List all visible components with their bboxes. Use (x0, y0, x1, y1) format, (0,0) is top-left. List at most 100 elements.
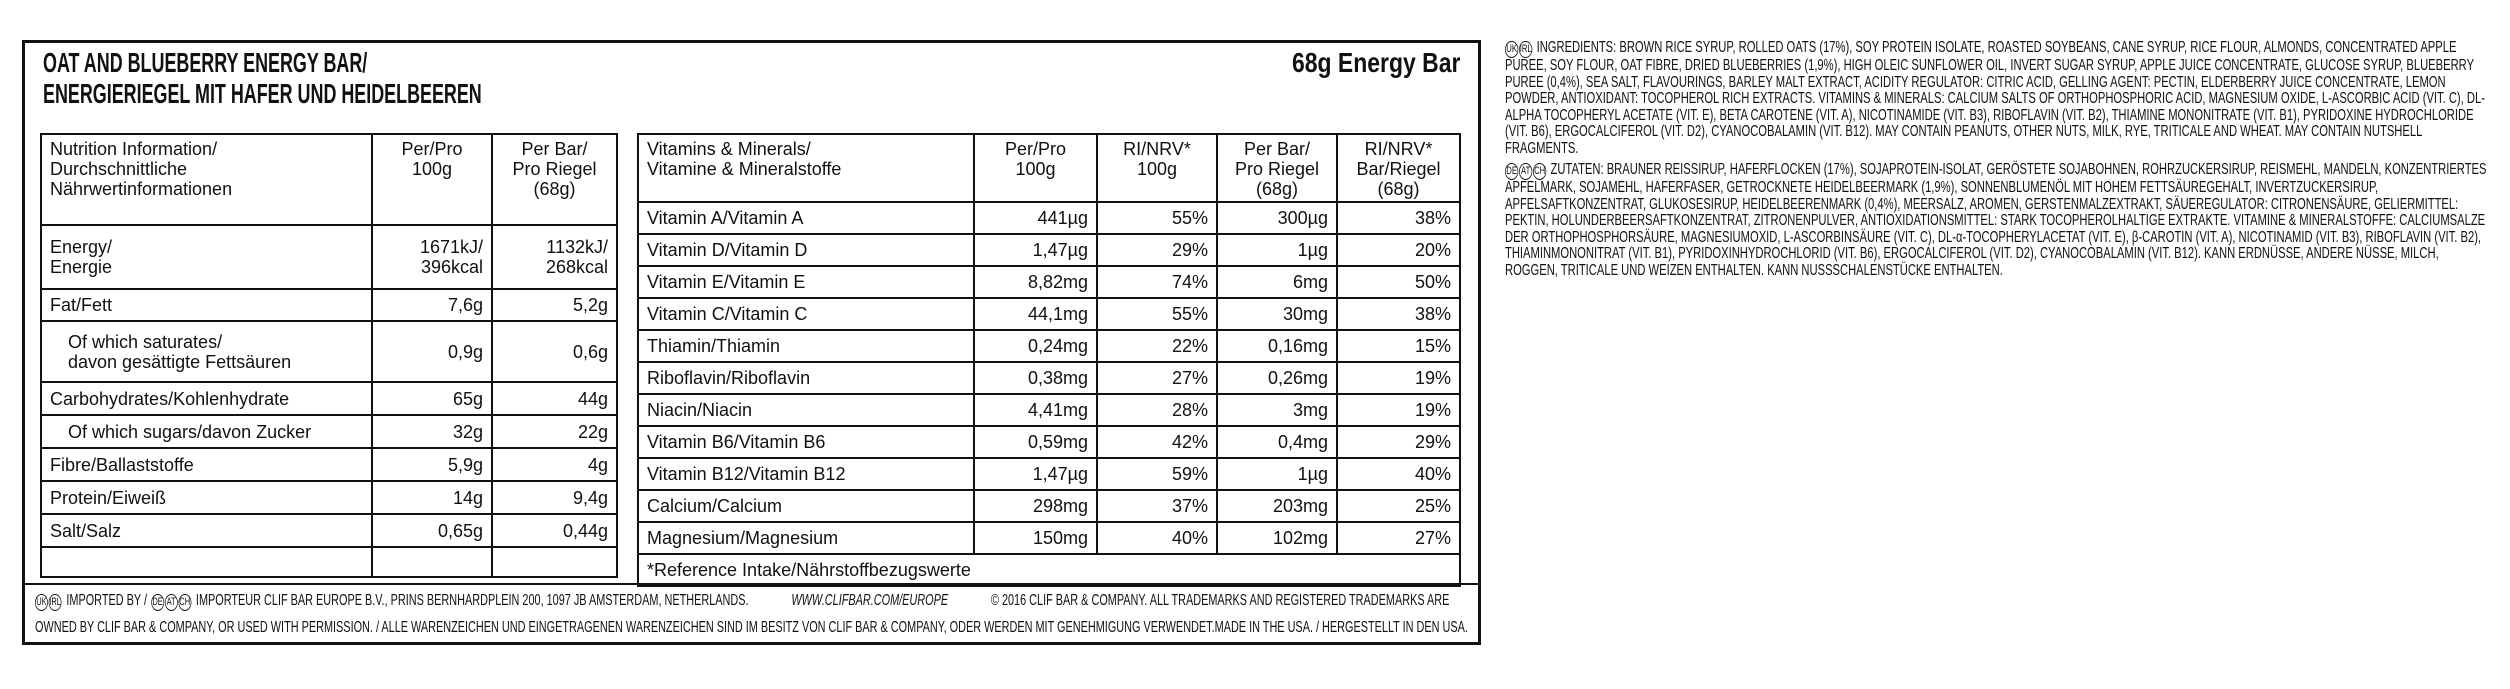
value-cell: 28% (1096, 393, 1218, 427)
header-cell: Vitamins & Minerals/ Vitamine & Minerals… (637, 133, 975, 203)
weight: 68g Energy Bar (1291, 47, 1460, 78)
value-cell: 14g (371, 480, 493, 515)
value-cell: 0,26mg (1216, 361, 1338, 395)
label-cell: Thiamin/Thiamin (637, 329, 975, 363)
value-cell: 40% (1336, 457, 1461, 491)
value-cell: 22g (491, 414, 618, 449)
label-cell: Carbohydrates/Kohlenhydrate (40, 381, 373, 416)
row: Vitamin B6/Vitamin B6 0,59mg 42% 0,4mg 29% (637, 425, 1461, 459)
value-cell: 25% (1336, 489, 1461, 523)
row: Protein/Eiweiß 14g 9,4g (40, 480, 618, 515)
country-badge: AT (164, 594, 178, 611)
value-cell: 5,2g (491, 288, 618, 322)
empty-row (40, 546, 618, 578)
importer: IMPORTEUR CLIF BAR EUROPE B.V., PRINS BE… (195, 592, 749, 609)
header-cell: Per/Pro 100g (973, 133, 1098, 203)
row: Vitamin D/Vitamin D 1,47µg 29% 1µg 20% (637, 233, 1461, 267)
value-cell: 1µg (1216, 233, 1338, 267)
value-cell: 44g (491, 381, 618, 416)
value-cell: 1132kJ/ 268kcal (491, 224, 618, 290)
value-cell: 7,6g (371, 288, 493, 322)
row: Of which saturates/ davon gesättigte Fet… (40, 320, 618, 383)
label-cell: Vitamin A/Vitamin A (637, 201, 975, 235)
label-cell: Fat/Fett (40, 288, 373, 322)
value-cell: 59% (1096, 457, 1218, 491)
value-cell: 1,47µg (973, 233, 1098, 267)
ownership: OWNED BY CLIF BAR & COMPANY, OR USED WIT… (35, 619, 1215, 636)
value-cell: 30mg (1216, 297, 1338, 331)
value-cell: 27% (1336, 521, 1461, 555)
value-cell: 0,38mg (973, 361, 1098, 395)
row: Magnesium/Magnesium 150mg 40% 102mg 27% (637, 521, 1461, 555)
value-cell: 9,4g (491, 480, 618, 515)
row: Vitamin A/Vitamin A 441µg 55% 300µg 38% (637, 201, 1461, 235)
country-badge: IRL (48, 594, 62, 611)
value-cell: 6mg (1216, 265, 1338, 299)
title-line: OAT AND BLUEBERRY ENERGY BAR/ (43, 47, 368, 78)
table-body: Nutrition Information/ Durchschnittliche… (40, 133, 618, 578)
copyright: © 2016 CLIF BAR & COMPANY. ALL TRADEMARK… (990, 592, 1450, 609)
value-cell: 38% (1336, 297, 1461, 331)
value-cell: 20% (1336, 233, 1461, 267)
ingredient-paragraph: DE AT CH ZUTATEN: BRAUNER REISSIRUP, HAFERF… (1505, 161, 2491, 279)
ingredient-text: INGREDIENTS: BROWN RICE SYRUP, ROLLED OA… (1505, 39, 2485, 157)
country-badge: AT (1519, 163, 1533, 180)
value-cell: 0,6g (491, 320, 618, 383)
value-cell: 38% (1336, 201, 1461, 235)
origin: MADE IN THE USA. / HERGESTELLT IN DEN US… (1214, 619, 1468, 636)
ingredients: UK IRL INGREDIENTS: BROWN RICE SYRUP, ROLL… (1505, 39, 2491, 284)
country-badge: CH (1533, 163, 1547, 180)
value-cell: 3mg (1216, 393, 1338, 427)
row: Energy/ Energie 1671kJ/ 396kcal 1132kJ/ 26… (40, 224, 618, 290)
row: Salt/Salz 0,65g 0,44g (40, 513, 618, 548)
empty-cell (491, 546, 618, 578)
value-cell: 0,65g (371, 513, 493, 548)
value-cell: 102mg (1216, 521, 1338, 555)
label-cell: Of which sugars/davon Zucker (40, 414, 373, 449)
label-cell: Vitamin C/Vitamin C (637, 297, 975, 331)
value-cell: 15% (1336, 329, 1461, 363)
value-cell: 0,44g (491, 513, 618, 548)
value-cell: 4g (491, 447, 618, 482)
label-cell: Fibre/Ballaststoffe (40, 447, 373, 482)
value-cell: 42% (1096, 425, 1218, 459)
header-cell: Per Bar/ Pro Riegel (68g) (491, 133, 618, 226)
value-cell: 5,9g (371, 447, 493, 482)
value-cell: 32g (371, 414, 493, 449)
country-badge: DE (1505, 163, 1519, 180)
footnote: *Reference Intake/Nährstoffbezugswerte (637, 553, 1461, 587)
label-cell: Of which saturates/ davon gesättigte Fet… (40, 320, 373, 383)
row: Thiamin/Thiamin 0,24mg 22% 0,16mg 15% (637, 329, 1461, 363)
footer-line: UK IRL IMPORTED BY / DE AT CH IMPORTEUR CLIF B… (35, 591, 1449, 611)
label-cell: Salt/Salz (40, 513, 373, 548)
value-cell: 40% (1096, 521, 1218, 555)
value-cell: 0,24mg (973, 329, 1098, 363)
divider (25, 583, 1478, 585)
header-cell: Per Bar/ Pro Riegel (68g) (1216, 133, 1338, 203)
nutrition-panel: OAT AND BLUEBERRY ENERGY BAR/ ENERGIERIE… (22, 40, 1481, 645)
value-cell: 74% (1096, 265, 1218, 299)
header-cell: Per/Pro 100g (371, 133, 493, 226)
row: Carbohydrates/Kohlenhydrate 65g 44g (40, 381, 618, 416)
value-cell: 22% (1096, 329, 1218, 363)
value-cell: 29% (1096, 233, 1218, 267)
header-cell: RI/NRV* 100g (1096, 133, 1218, 203)
label-cell: Calcium/Calcium (637, 489, 975, 523)
header-row: Nutrition Information/ Durchschnittliche… (40, 133, 618, 226)
label-cell: Riboflavin/Riboflavin (637, 361, 975, 395)
value-cell: 29% (1336, 425, 1461, 459)
header-cell: RI/NRV* Bar/Riegel (68g) (1336, 133, 1461, 203)
vitamin-table: Vitamins & Minerals/ Vitamine & Minerals… (637, 133, 1461, 587)
country-badge: UK (1505, 41, 1519, 58)
value-cell: 8,82mg (973, 265, 1098, 299)
value-cell: 55% (1096, 201, 1218, 235)
importer-group: UK IRL IMPORTED BY / DE AT CH IMPORTEUR CLIF B… (35, 591, 749, 611)
row: Riboflavin/Riboflavin 0,38mg 27% 0,26mg 19% (637, 361, 1461, 395)
label-cell: Vitamin B12/Vitamin B12 (637, 457, 975, 491)
row: Fat/Fett 7,6g 5,2g (40, 288, 618, 322)
row: Vitamin E/Vitamin E 8,82mg 74% 6mg 50% (637, 265, 1461, 299)
label-cell: Magnesium/Magnesium (637, 521, 975, 555)
row: Fibre/Ballaststoffe 5,9g 4g (40, 447, 618, 482)
value-cell: 37% (1096, 489, 1218, 523)
